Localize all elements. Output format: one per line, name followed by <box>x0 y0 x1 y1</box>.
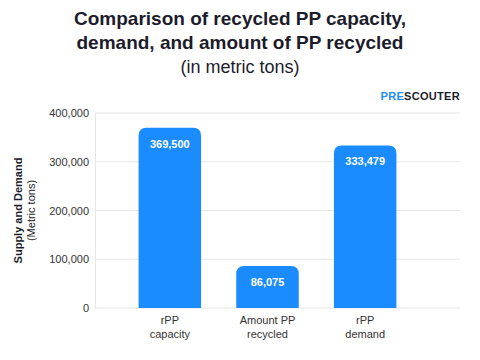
x-tick-label: Amount PP recycled <box>240 314 296 340</box>
y-tick: 300,000 <box>49 156 95 168</box>
y-axis-title-line: Supply and Demand <box>12 158 24 264</box>
x-axis-line <box>122 308 415 309</box>
y-tick: 400,000 <box>49 107 95 119</box>
chart: Comparison of recycled PP capacity, deman… <box>0 0 480 360</box>
bars <box>139 128 397 308</box>
x-tick-label-line: recycled <box>247 328 288 340</box>
logo-part: SCOUTER <box>404 90 460 102</box>
x-tick: rPP capacity <box>150 308 191 340</box>
subtitle: (in metric tons) <box>180 57 299 77</box>
x-tick-label-line: rPP <box>161 314 179 326</box>
x-tick-label-line: capacity <box>150 328 191 340</box>
y-tick-label: 400,000 <box>49 107 89 119</box>
x-tick-label-line: demand <box>345 328 385 340</box>
logo: PRESCOUTER <box>381 90 460 102</box>
data-label: 369,500 <box>150 138 190 150</box>
y-axis: 0 100,000 200,000 300,000 400,000 <box>49 107 95 314</box>
y-axis-title-line: (Metric tons) <box>25 180 37 241</box>
y-tick-label: 100,000 <box>49 253 89 265</box>
grid-line <box>95 113 460 114</box>
y-tick-label: 0 <box>83 302 89 314</box>
title-line: demand, and amount of PP recycled <box>77 32 404 53</box>
x-tick: rPP demand <box>345 308 385 340</box>
y-tick: 200,000 <box>49 205 95 217</box>
x-tick: Amount PP recycled <box>240 308 296 340</box>
x-tick-label: rPP capacity <box>150 314 191 340</box>
x-tick-label-line: Amount PP <box>240 314 296 326</box>
y-axis-line <box>95 114 96 309</box>
data-label: 333,479 <box>345 155 385 167</box>
grid <box>95 113 460 308</box>
bar <box>236 266 299 308</box>
logo-part: PRE <box>381 90 405 102</box>
x-tick-label-line: rPP <box>356 314 374 326</box>
x-tick-label: rPP demand <box>345 314 385 340</box>
x-axis: rPP capacity Amount PP recycled rPP demand <box>122 308 415 340</box>
data-labels: 369,500 86,075 333,479 <box>150 138 385 288</box>
title: Comparison of recycled PP capacity, deman… <box>74 8 406 53</box>
y-tick-label: 200,000 <box>49 205 89 217</box>
bar <box>139 128 202 308</box>
y-tick: 100,000 <box>49 253 95 265</box>
y-tick-label: 300,000 <box>49 156 89 168</box>
title-line: Comparison of recycled PP capacity, <box>74 8 406 29</box>
data-label: 86,075 <box>251 276 285 288</box>
y-axis-title: Supply and Demand(Metric tons) <box>12 158 37 264</box>
y-tick: 0 <box>83 302 95 314</box>
bar <box>334 145 397 308</box>
